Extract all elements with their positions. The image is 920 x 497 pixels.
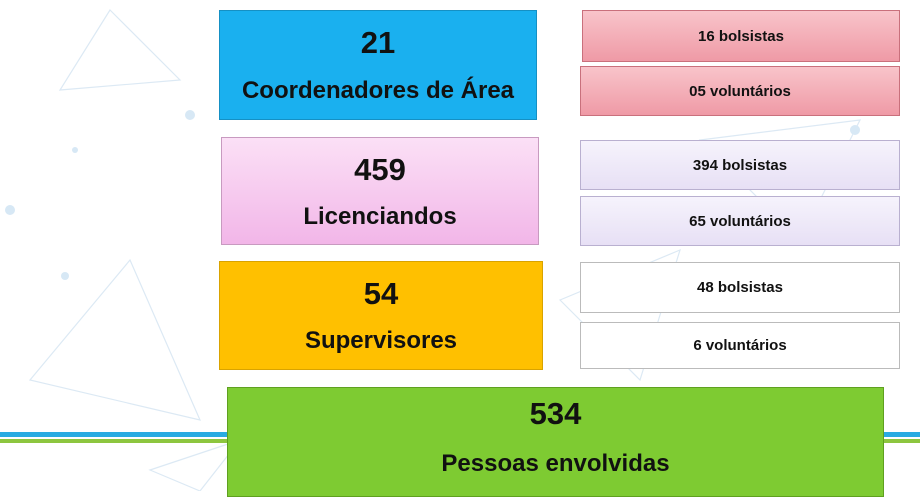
total-box: 534 Pessoas envolvidas — [227, 387, 884, 497]
detail-box: 48 bolsistas — [580, 262, 900, 313]
group-label: Licenciandos — [303, 202, 457, 230]
total-count: 534 — [529, 396, 582, 431]
detail-box: 65 voluntários — [580, 196, 900, 246]
group-box: 54 Supervisores — [219, 261, 543, 370]
group-label: Coordenadores de Área — [241, 77, 515, 104]
detail-box: 05 voluntários — [580, 66, 900, 116]
group-label: Supervisores — [304, 327, 458, 355]
group-box: 21 Coordenadores de Área — [219, 10, 537, 120]
group-count: 459 — [354, 151, 406, 187]
group-count: 21 — [360, 25, 396, 60]
group-box: 459 Licenciandos — [221, 137, 539, 245]
detail-box: 6 voluntários — [580, 322, 900, 369]
detail-box: 16 bolsistas — [582, 10, 900, 62]
group-count: 54 — [363, 275, 399, 311]
detail-box: 394 bolsistas — [580, 140, 900, 190]
total-label: Pessoas envolvidas — [441, 450, 670, 477]
